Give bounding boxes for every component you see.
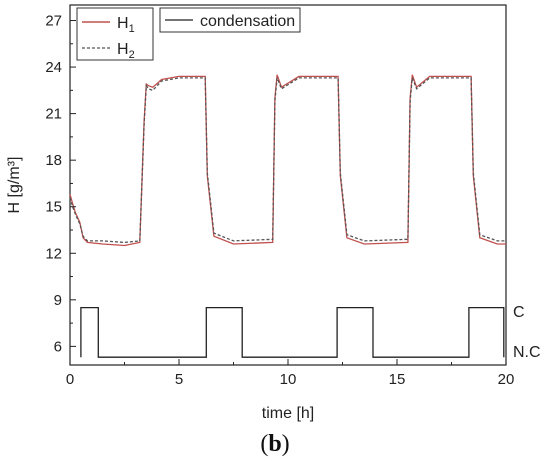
- panel-label: (b): [260, 431, 289, 457]
- x-tick-label: 10: [280, 371, 297, 388]
- y-tick-label: 18: [45, 152, 62, 169]
- state-label-c: C: [513, 304, 525, 321]
- y-axis-title: H [g/m³]: [6, 157, 23, 214]
- series-line-h2: [69, 77, 506, 244]
- x-tick-label: 0: [66, 371, 74, 388]
- legend-condensation: condensation: [159, 7, 301, 33]
- tick-layer: 0 5 10 15 20 6 9 12 15 18 21 24 27: [45, 13, 514, 388]
- legend-condensation-label: condensation: [200, 13, 295, 30]
- y-tick-label: 27: [45, 13, 62, 30]
- y-tick-label: 9: [54, 292, 62, 309]
- series-line-condensation: [80, 306, 505, 358]
- x-axis-title: time [h]: [262, 405, 314, 422]
- x-tick-label: 15: [389, 371, 406, 388]
- x-tick-label: 5: [175, 371, 183, 388]
- y-tick-label: 12: [45, 245, 62, 262]
- y-tick-label: 15: [45, 199, 62, 216]
- y-tick-label: 21: [45, 106, 62, 123]
- legend-h-box: [76, 7, 154, 61]
- y-tick-label: 24: [45, 59, 62, 76]
- series-line-h1: [69, 74, 506, 247]
- legend-h: H1 H2: [76, 7, 154, 61]
- series-layer: [69, 74, 506, 358]
- y-tick-label: 6: [54, 338, 62, 355]
- x-tick-label: 20: [498, 371, 515, 388]
- state-label-nc: N.C: [513, 344, 541, 361]
